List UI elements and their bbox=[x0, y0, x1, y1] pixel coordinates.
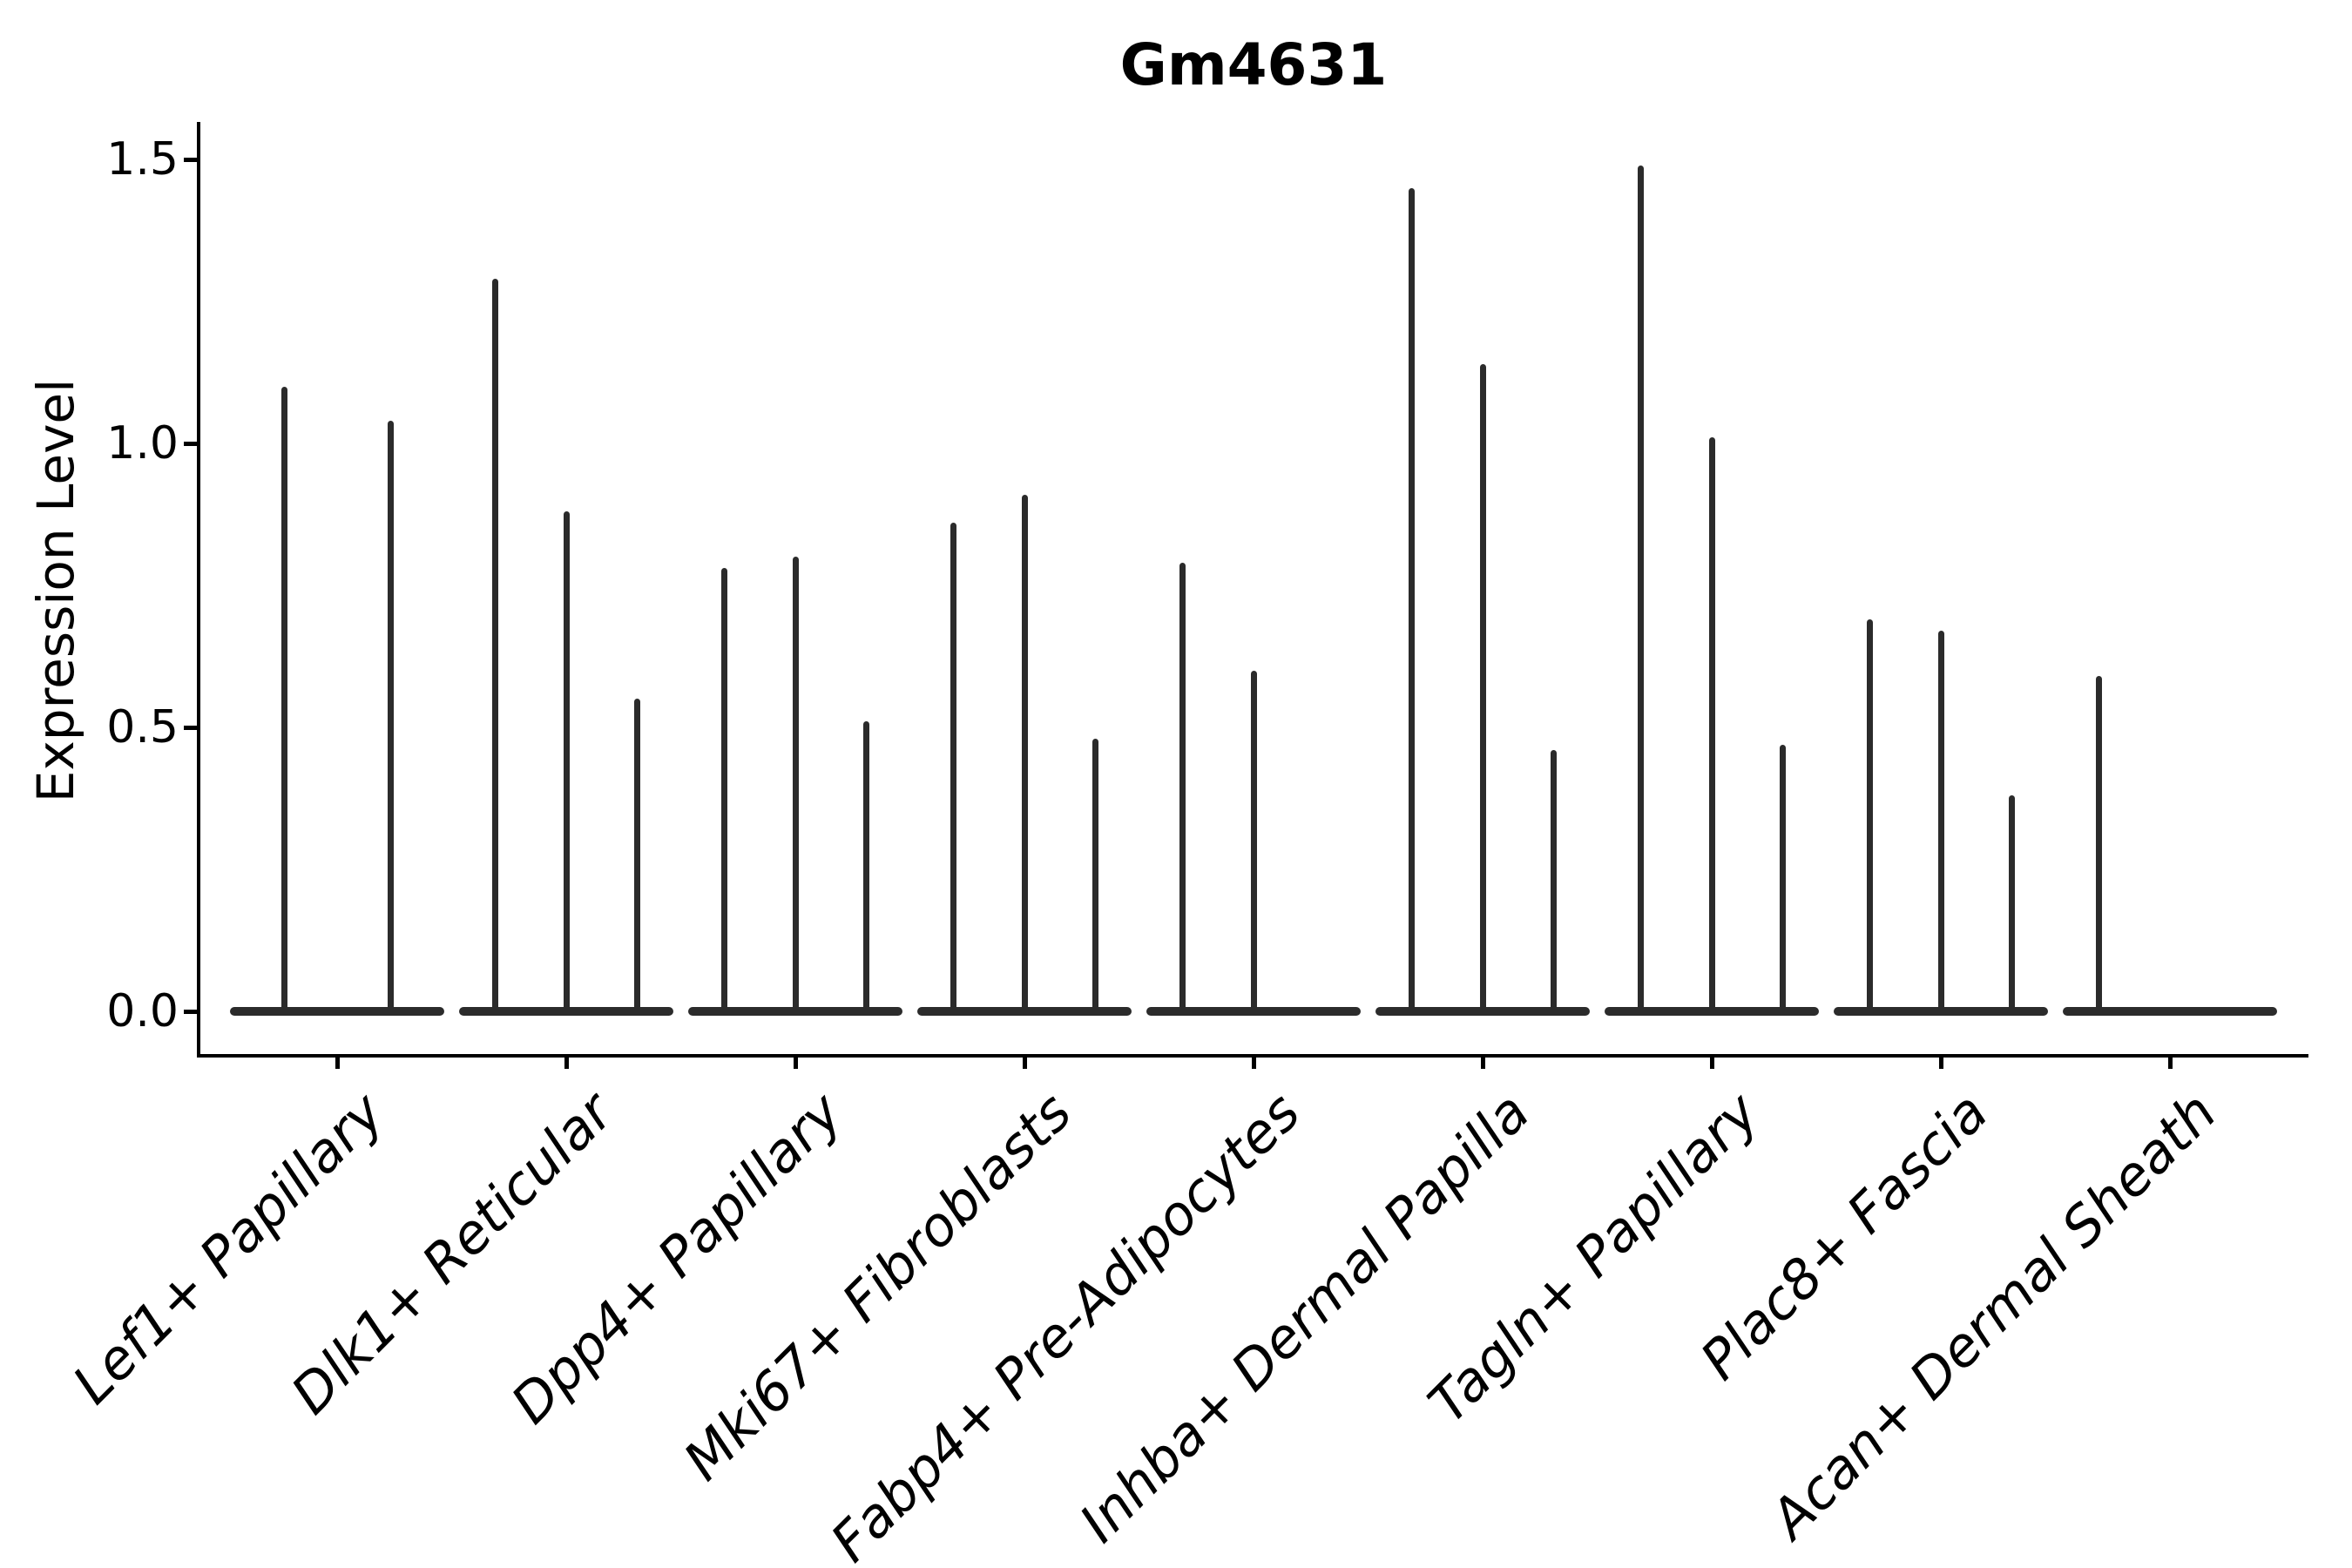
violin-base bbox=[1146, 1007, 1361, 1016]
violin-spike bbox=[387, 420, 394, 1011]
y-tick-label: 0.5 bbox=[106, 701, 179, 754]
violin-base bbox=[1605, 1007, 1819, 1016]
violin-spike bbox=[1021, 494, 1028, 1011]
x-tick-label-text: Mki67+ Fibroblasts bbox=[671, 1080, 1084, 1493]
x-tick bbox=[335, 1054, 340, 1069]
y-axis-label: Expression Level bbox=[26, 378, 85, 803]
y-tick-label: 0.0 bbox=[106, 985, 179, 1037]
violin-spike bbox=[1409, 187, 1416, 1011]
violin-spike bbox=[1779, 744, 1786, 1011]
violin-spike bbox=[563, 511, 570, 1011]
x-tick bbox=[794, 1054, 798, 1069]
violin-spike bbox=[280, 386, 287, 1011]
y-tick-label: 1.0 bbox=[106, 417, 179, 470]
violin-spike bbox=[1250, 670, 1257, 1011]
y-tick bbox=[184, 442, 199, 446]
x-tick bbox=[1481, 1054, 1485, 1069]
x-tick bbox=[1252, 1054, 1256, 1069]
violin-base bbox=[688, 1007, 902, 1016]
violin-base bbox=[230, 1007, 444, 1016]
violin-spike bbox=[1867, 619, 1874, 1011]
y-tick bbox=[184, 726, 199, 730]
violin-base bbox=[459, 1007, 673, 1016]
violin-spike bbox=[2008, 795, 2015, 1011]
violin-spike bbox=[792, 557, 799, 1011]
y-tick bbox=[184, 1010, 199, 1014]
violin-base bbox=[1375, 1007, 1590, 1016]
violin-base bbox=[1834, 1007, 2048, 1016]
y-tick-label: 1.5 bbox=[106, 133, 179, 186]
x-tick-label-text: Inhba+ Dermal Papilla bbox=[1067, 1080, 1542, 1555]
x-tick-label-text: Acan+ Dermal Sheath bbox=[1758, 1080, 2229, 1551]
y-tick bbox=[184, 158, 199, 162]
x-tick bbox=[1939, 1054, 1943, 1069]
violin-spike bbox=[1937, 631, 1944, 1011]
violin-base bbox=[917, 1007, 1132, 1016]
y-axis-spine bbox=[197, 122, 200, 1058]
violin-spike bbox=[862, 721, 869, 1011]
violin-spike bbox=[950, 523, 957, 1011]
violin-spike bbox=[1179, 562, 1186, 1011]
x-tick bbox=[2168, 1054, 2173, 1069]
x-tick-label-text: Fabp4+ Pre-Adipocytes bbox=[818, 1080, 1313, 1568]
violin-spike bbox=[721, 568, 728, 1011]
violin-spike bbox=[2096, 676, 2103, 1011]
violin-spike bbox=[492, 278, 499, 1011]
violin-spike bbox=[633, 699, 640, 1011]
violin-spike bbox=[1479, 363, 1486, 1011]
violin-spike bbox=[1092, 739, 1098, 1011]
chart-title: Gm4631 bbox=[1119, 31, 1388, 98]
violin-spike bbox=[1550, 750, 1557, 1011]
violin-spike bbox=[1638, 165, 1645, 1011]
x-tick bbox=[1710, 1054, 1714, 1069]
violin-spike bbox=[1708, 437, 1715, 1011]
x-tick bbox=[1023, 1054, 1027, 1069]
x-tick bbox=[564, 1054, 569, 1069]
violin-base bbox=[2063, 1007, 2277, 1016]
